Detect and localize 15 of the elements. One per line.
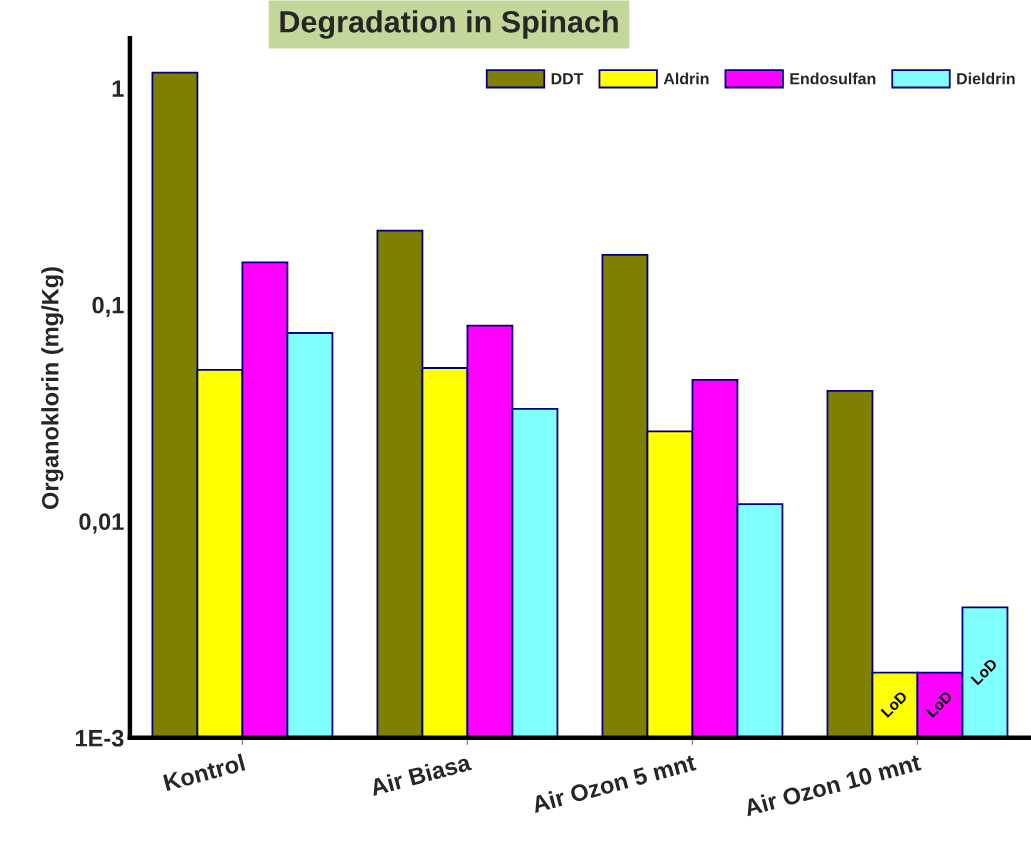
legend-label: DDT [551, 73, 584, 85]
y-tick-label: 0,01 [79, 513, 124, 534]
x-tick-label: Air Ozon 10 mnt [743, 753, 922, 817]
y-tick-label: 0,1 [92, 296, 124, 317]
y-tick-label: 1E-3 [75, 729, 124, 747]
x-tick-label: Air Biasa [369, 753, 473, 797]
data-label: LoD [970, 657, 998, 686]
x-tick-label: Air Ozon 5 mnt [530, 753, 697, 814]
legend-label: Dieldrin [957, 72, 1015, 85]
x-tick-label: Kontrol [162, 753, 246, 792]
y-tick-label: 1 [112, 80, 124, 97]
chart-title: Degradation in Spinach [280, 10, 618, 39]
legend-label: Endosulfan [790, 72, 876, 85]
y-axis-title: Organoklorin (mg/Kg) [41, 267, 64, 510]
legend-label: Aldrin [663, 72, 709, 85]
